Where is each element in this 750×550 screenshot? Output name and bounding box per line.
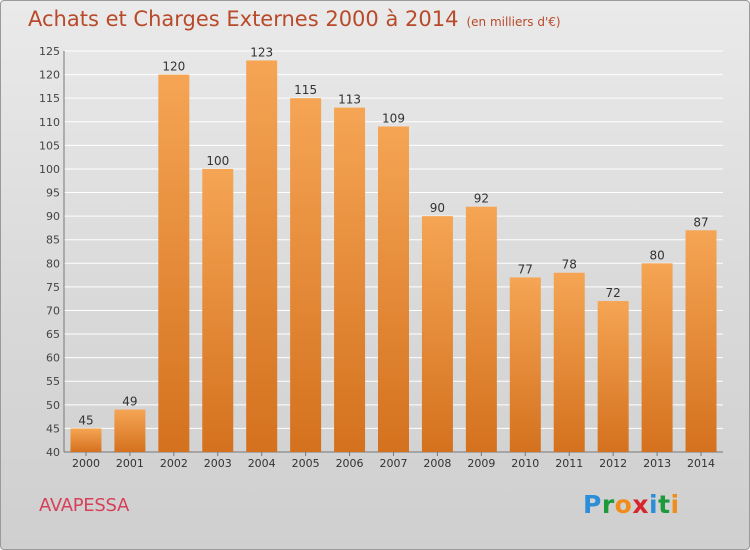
data-label: 87: [693, 215, 708, 229]
bar: [334, 107, 366, 453]
y-tick-label: 45: [46, 422, 60, 435]
bar: [509, 277, 541, 452]
data-label: 72: [606, 286, 621, 300]
y-tick-label: 90: [46, 210, 60, 223]
x-tick-label: 2002: [160, 457, 188, 470]
y-tick-label: 95: [46, 187, 60, 200]
x-tick-label: 2010: [511, 457, 539, 470]
x-tick-label: 2011: [555, 457, 583, 470]
x-tick-labels: 2000 2001 2002 2003 2004 2005 2006 2007 2008 2009…: [72, 452, 715, 470]
y-tick-label: 40: [46, 446, 60, 459]
data-label: 78: [562, 258, 577, 272]
y-tick-label: 70: [46, 304, 60, 317]
x-tick-label: 2006: [336, 457, 364, 470]
y-tick-label: 110: [39, 116, 60, 129]
bar: [465, 206, 497, 452]
data-label: 113: [338, 93, 361, 107]
x-tick-label: 2003: [204, 457, 232, 470]
y-tick-label: 75: [46, 281, 60, 294]
data-label: 100: [206, 154, 229, 168]
chart-title-text: Achats et Charges Externes 2000 à 2014: [28, 7, 459, 31]
data-label: 92: [474, 192, 489, 206]
y-tick-label: 55: [46, 375, 60, 388]
commune-name: AVAPESSA: [39, 495, 129, 516]
data-label: 120: [162, 60, 185, 74]
bar: [641, 263, 673, 452]
data-label: 90: [430, 201, 445, 215]
x-tick-label: 2000: [72, 457, 100, 470]
proxiti-logo: Proxiti: [583, 490, 680, 519]
bar: [553, 272, 585, 452]
y-tick-label: 65: [46, 328, 60, 341]
y-tick-labels: 40 45 50 55 60 65 70 75 80 85 90 95 100 105 110 115 120 1…: [39, 45, 60, 459]
y-tick-label: 100: [39, 163, 60, 176]
x-tick-label: 2012: [599, 457, 627, 470]
x-tick-label: 2013: [643, 457, 671, 470]
logo-letter: P: [583, 490, 602, 519]
data-label: 77: [518, 262, 533, 276]
chart-title: Achats et Charges Externes 2000 à 2014 (e…: [28, 7, 561, 31]
data-label: 45: [78, 413, 93, 427]
data-label: 80: [649, 248, 664, 262]
x-tick-label: 2001: [116, 457, 144, 470]
bar: [378, 126, 409, 452]
logo-letter: r: [601, 490, 615, 519]
x-tick-label: 2004: [248, 457, 276, 470]
x-tick-label: 2014: [687, 457, 715, 470]
logo-letter: o: [614, 490, 633, 519]
logo-letter: x: [632, 490, 649, 519]
bar: [685, 230, 717, 452]
y-tick-label: 120: [39, 69, 60, 82]
bar: [114, 409, 146, 452]
y-tick-label: 60: [46, 352, 60, 365]
bar: [70, 428, 102, 452]
logo-letter: i: [670, 490, 680, 519]
y-tick-label: 105: [39, 139, 60, 152]
chart-unit: (en milliers d'€): [466, 15, 561, 29]
x-tick-label: 2007: [380, 457, 408, 470]
bar: [290, 98, 322, 453]
x-tick-label: 2009: [467, 457, 495, 470]
data-label: 49: [122, 395, 137, 409]
data-label: 109: [382, 111, 405, 125]
bars: [70, 60, 717, 453]
logo-letter: i: [649, 490, 659, 519]
bar: [202, 168, 234, 453]
data-labels: 45 49 120 100 123 115 113 109 90 92 77 78 72 80 87: [78, 45, 708, 427]
y-tick-label: 85: [46, 234, 60, 247]
y-tick-label: 125: [39, 45, 60, 58]
bar: [158, 74, 190, 453]
y-tick-label: 80: [46, 257, 60, 270]
x-tick-label: 2008: [423, 457, 451, 470]
y-tick-label: 50: [46, 399, 60, 412]
logo-letter: t: [658, 490, 671, 519]
bar: [597, 301, 629, 452]
bar: [246, 60, 278, 452]
data-label: 123: [250, 45, 273, 59]
bar: [421, 216, 453, 452]
x-tick-label: 2005: [292, 457, 320, 470]
data-label: 115: [294, 83, 317, 97]
y-tick-label: 115: [39, 92, 60, 105]
